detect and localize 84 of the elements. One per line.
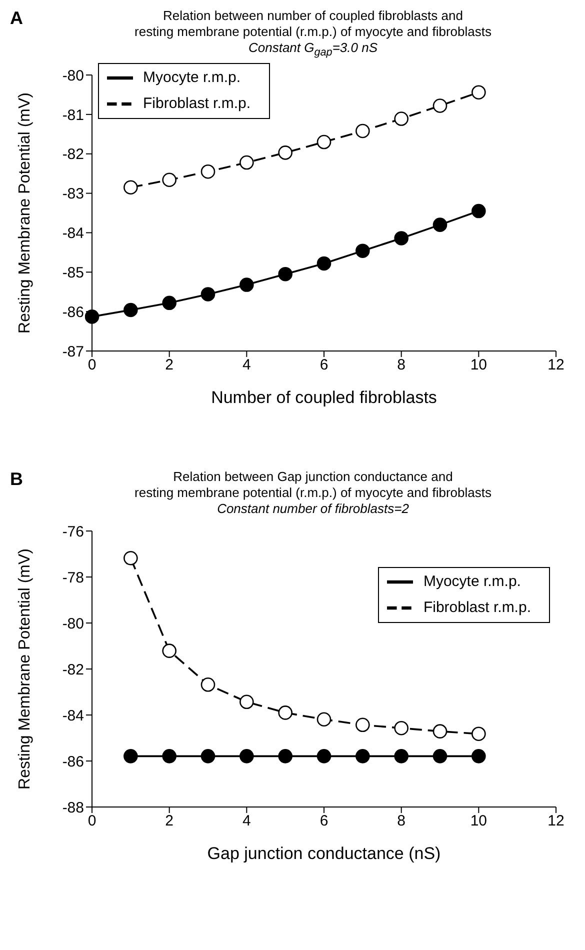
point [472,84,486,100]
y-tick-label: -80 [62,614,84,632]
point [432,98,448,112]
y-tick-label: -82 [62,660,84,678]
legend-label: Myocyte r.m.p. [143,68,241,86]
point [200,164,216,178]
point [432,724,448,738]
point [124,748,138,763]
point [162,748,176,763]
x-tick-label: 2 [165,356,174,374]
chart-title: Relation between Gap junction conductance and resting membrane potential (r.m.p.) of myocyte and fibroblasts [134,468,492,500]
x-tick-label: 12 [548,356,564,374]
x-tick-label: 4 [242,356,251,374]
point [278,145,292,160]
x-tick-label: 8 [397,356,406,374]
point [124,180,138,194]
legend-label: Fibroblast r.m.p. [143,94,251,112]
point [356,243,370,258]
point [356,123,370,138]
point [394,748,408,763]
chart-subtitle: Constant number of fibroblasts=2 [216,500,410,517]
point [316,712,332,726]
y-tick-label: -84 [62,706,84,724]
point [432,748,448,763]
y-tick-label: -84 [62,224,84,242]
point [356,748,370,763]
point [278,705,292,720]
x-axis-title: Gap junction conductance (nS) [207,844,441,863]
point [472,203,486,218]
legend-label: Myocyte r.m.p. [423,572,521,590]
x-tick-label: 6 [320,812,328,830]
y-tick-label: -80 [62,66,84,84]
y-tick-label: -86 [62,303,84,320]
point [200,677,216,692]
point [472,726,486,741]
x-tick-label: 0 [88,812,96,830]
point [316,256,332,270]
y-tick-label: -86 [62,752,84,770]
x-tick-label: 0 [88,356,96,374]
point [200,286,216,301]
chart-title: Relation between number of coupled fibroblasts and resting membrane potential (r.m.p.) of myocyte and fibroblasts [134,8,492,39]
point [84,309,100,324]
x-tick-label: 4 [242,812,251,830]
point [394,111,408,126]
point [240,748,254,763]
x-tick-label: 10 [470,356,488,374]
point [316,748,332,763]
point [278,748,292,763]
text: A [10,8,23,29]
point [124,302,138,317]
point [394,230,408,245]
x-tick-label: 2 [165,812,174,830]
point [240,694,254,709]
x-axis-title: Number of coupled fibroblasts [211,388,437,407]
y-tick-label: -87 [62,342,84,360]
y-tick-label: -82 [62,146,84,163]
y-axis-title: Resting Membrane Potential (mV) [16,548,34,790]
y-tick-label: -81 [62,106,84,124]
point [432,217,448,232]
text: B [10,468,23,490]
point [316,134,332,149]
y-tick-label: -78 [62,568,84,586]
x-tick-label: 12 [548,812,564,830]
point [240,277,254,292]
point [240,154,254,170]
x-tick-label: 6 [320,356,328,374]
y-tick-label: -76 [62,522,84,540]
point [124,550,138,565]
legend-label: Fibroblast r.m.p. [423,598,531,616]
point [162,172,176,187]
y-tick-label: -88 [62,798,84,816]
point [394,720,408,735]
y-tick-label: -85 [62,264,84,282]
x-tick-label: 10 [470,812,488,830]
point [278,266,292,281]
point [200,748,216,763]
point [472,748,486,763]
point [356,717,370,732]
x-tick-label: 8 [397,812,406,830]
y-axis-title: Resting Membrane Potential (mV) [16,92,34,334]
chart-subtitle: Constant G$_{gap}$=3.0 nS [247,40,379,61]
point [162,643,176,658]
point [162,295,176,310]
y-tick-label: -83 [62,185,84,202]
